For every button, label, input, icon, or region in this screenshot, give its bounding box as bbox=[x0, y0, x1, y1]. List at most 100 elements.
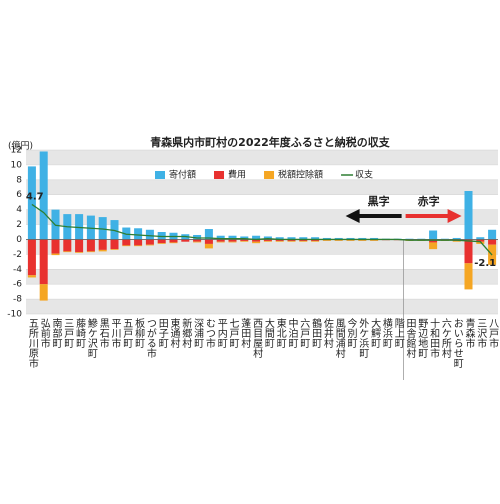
bar bbox=[299, 239, 308, 241]
x-tick-label: つがる市 bbox=[144, 318, 156, 359]
bar bbox=[429, 239, 438, 243]
y-tick-label: 6 bbox=[16, 190, 22, 200]
bar bbox=[145, 229, 154, 240]
bar bbox=[98, 217, 107, 240]
bar bbox=[134, 245, 143, 247]
x-tick-label: 藤崎町 bbox=[74, 318, 86, 348]
bar bbox=[476, 237, 485, 240]
bar bbox=[204, 239, 213, 244]
x-tick-label: おいらせ町 bbox=[451, 318, 463, 368]
bar bbox=[110, 220, 119, 240]
bar bbox=[110, 239, 119, 250]
x-tick-label: 田子町 bbox=[156, 318, 168, 348]
x-tick-label: 大間町 bbox=[262, 317, 274, 348]
x-tick-label: 鰺ケ沢町 bbox=[85, 317, 97, 358]
x-tick-label: 田舎館村 bbox=[404, 318, 416, 358]
bar bbox=[98, 239, 107, 250]
bar bbox=[39, 239, 48, 285]
x-tick-label: 弘前市 bbox=[38, 318, 50, 349]
bar bbox=[370, 237, 379, 240]
arrow-head bbox=[345, 209, 360, 223]
bar bbox=[464, 263, 473, 290]
bar bbox=[157, 243, 166, 244]
x-tick-label: 鶴田町 bbox=[310, 317, 322, 348]
x-tick-label: 黒石市 bbox=[97, 318, 109, 349]
bar bbox=[452, 240, 461, 242]
legend-swatch bbox=[214, 171, 225, 179]
x-tick-label: 東北町 bbox=[274, 317, 286, 348]
annotation: 赤字 bbox=[418, 194, 440, 208]
annotation: 黒字 bbox=[368, 194, 390, 208]
data-label: -2.1 bbox=[474, 258, 496, 269]
x-tick-label: 深浦町 bbox=[192, 318, 204, 348]
bar bbox=[275, 240, 284, 242]
y-tick-label: -6 bbox=[13, 280, 22, 290]
bar bbox=[464, 239, 473, 264]
y-tick-label: -8 bbox=[13, 295, 22, 305]
bar bbox=[252, 241, 261, 244]
bar bbox=[263, 240, 272, 242]
grid-band bbox=[26, 269, 498, 285]
bar bbox=[240, 239, 249, 241]
bar bbox=[27, 275, 36, 278]
x-tick-label: 外ケ浜町 bbox=[357, 318, 369, 358]
bar bbox=[322, 237, 331, 240]
bar bbox=[322, 240, 331, 241]
bar bbox=[275, 237, 284, 240]
bar bbox=[63, 239, 72, 252]
bar bbox=[39, 151, 48, 240]
bar bbox=[287, 237, 296, 240]
x-tick-label: 横浜町 bbox=[380, 317, 392, 348]
bar bbox=[204, 243, 213, 249]
bar bbox=[27, 239, 36, 276]
grid-band bbox=[26, 239, 498, 255]
x-tick-label: 十和田市 bbox=[428, 317, 440, 359]
bar bbox=[193, 241, 202, 243]
bar bbox=[204, 229, 213, 240]
bar bbox=[75, 214, 84, 240]
bar bbox=[263, 239, 272, 241]
bar bbox=[169, 239, 178, 243]
x-tick-label: 五戸町 bbox=[121, 318, 133, 348]
legend-label: 寄付額 bbox=[169, 169, 196, 181]
x-tick-label: 五所川原市 bbox=[26, 318, 38, 369]
bar bbox=[252, 235, 261, 240]
y-tick-label: 10 bbox=[11, 160, 23, 170]
bar bbox=[476, 239, 485, 242]
bar bbox=[464, 191, 473, 240]
bar bbox=[75, 252, 84, 253]
x-tick-label: 中泊町 bbox=[286, 317, 298, 348]
bar bbox=[452, 237, 461, 240]
x-tick-label: 六ケ所村 bbox=[439, 318, 451, 358]
bar bbox=[311, 239, 320, 241]
bar bbox=[122, 245, 131, 247]
net-line bbox=[31, 203, 493, 256]
bar bbox=[228, 239, 237, 242]
x-tick-label: 蓬田村 bbox=[239, 318, 251, 348]
y-tick-label: 12 bbox=[11, 146, 22, 156]
x-tick-label: 平内町 bbox=[215, 318, 227, 348]
x-tick-label: 七戸町 bbox=[227, 318, 239, 348]
x-tick-label: 階上町 bbox=[392, 318, 404, 348]
bar bbox=[299, 237, 308, 240]
x-tick-label: 今別町 bbox=[345, 317, 357, 348]
grid-band bbox=[26, 299, 498, 314]
y-tick-label: 2 bbox=[16, 220, 22, 230]
y-tick-label: 4 bbox=[16, 205, 22, 215]
bar bbox=[228, 241, 237, 243]
x-tick-label: 佐井村 bbox=[321, 318, 333, 348]
bar bbox=[216, 235, 225, 240]
x-tick-label: 野辺地町 bbox=[416, 318, 428, 358]
bar bbox=[429, 242, 438, 250]
bar bbox=[488, 239, 497, 245]
bar bbox=[181, 239, 190, 242]
bar bbox=[334, 237, 343, 240]
bar bbox=[299, 240, 308, 242]
bar bbox=[134, 228, 143, 240]
bar bbox=[311, 237, 320, 240]
x-tick-label: 風間浦村 bbox=[333, 318, 345, 358]
bar bbox=[169, 242, 178, 244]
bar bbox=[346, 240, 355, 241]
bar bbox=[287, 239, 296, 241]
